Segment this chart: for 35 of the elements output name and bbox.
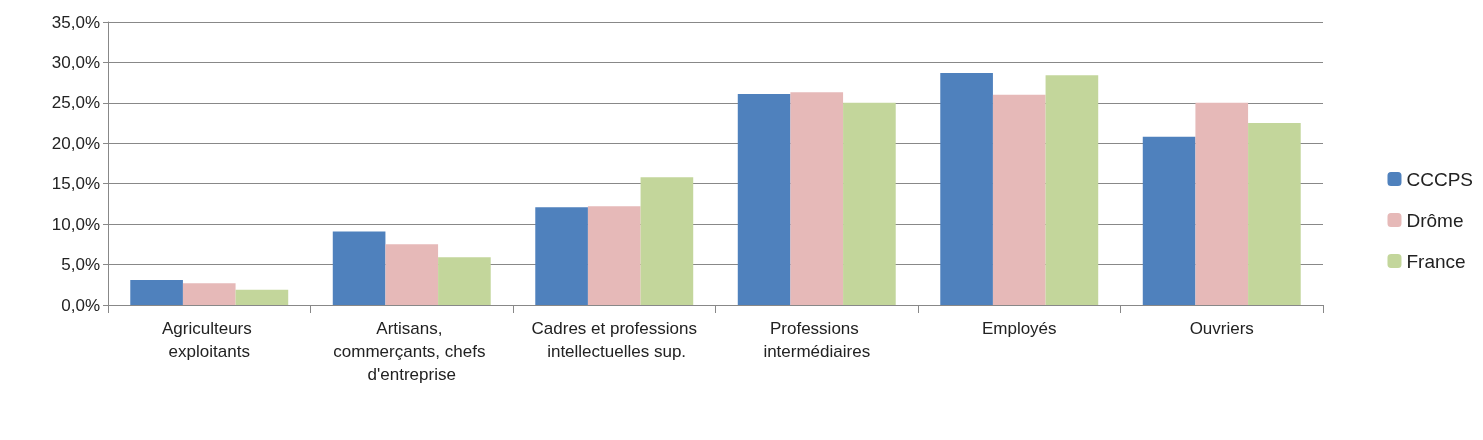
bar xyxy=(843,102,896,305)
bar xyxy=(385,244,439,305)
y-tick-label: 25,0% xyxy=(51,93,100,113)
legend-label: France xyxy=(1406,250,1466,272)
x-tick-label: Professions intermédiaires xyxy=(763,319,871,361)
legend-label: CCCPS xyxy=(1406,168,1474,190)
legend-label: Drôme xyxy=(1406,209,1464,231)
bar xyxy=(438,257,491,305)
bar xyxy=(235,289,289,305)
bar xyxy=(790,92,844,305)
y-tick-label: 5,0% xyxy=(61,255,100,275)
bar xyxy=(535,207,588,305)
bar xyxy=(332,231,386,305)
bar xyxy=(1142,136,1196,305)
x-tick-label: Agriculteurs exploitants xyxy=(162,319,257,361)
x-tick-label: Cadres et professions intellectuelles sup. xyxy=(531,319,697,361)
x-tick-label: Artisans, commerçants, chefs d'entreprise xyxy=(333,319,491,384)
bar xyxy=(182,283,236,305)
bar xyxy=(940,72,993,305)
y-tick-label: 10,0% xyxy=(51,214,100,234)
y-tick-label: 30,0% xyxy=(51,52,100,72)
bar xyxy=(737,93,791,305)
y-tick-label: 15,0% xyxy=(51,174,100,194)
bar xyxy=(1045,75,1099,305)
bar xyxy=(130,279,183,305)
x-tick-label: Employés xyxy=(981,319,1057,338)
y-tick-label: 35,0% xyxy=(51,12,100,32)
bar xyxy=(1195,102,1249,305)
y-tick-label: 0,0% xyxy=(61,295,100,315)
x-tick-label: Ouvriers xyxy=(1189,319,1254,338)
y-tick-label: 20,0% xyxy=(51,133,100,153)
bar xyxy=(992,94,1046,305)
bar xyxy=(1248,123,1301,305)
bar xyxy=(640,177,694,305)
bar xyxy=(587,206,641,305)
